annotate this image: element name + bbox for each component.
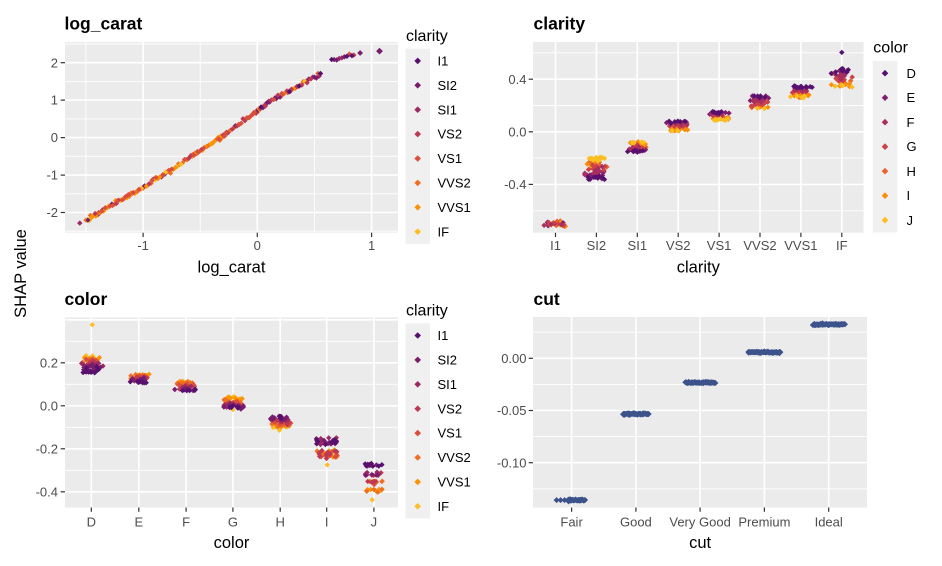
svg-text:2: 2 [51,55,58,70]
svg-text:D: D [907,66,916,81]
svg-text:color: color [214,534,250,552]
svg-text:0.00: 0.00 [501,351,526,366]
svg-text:Very Good: Very Good [669,515,730,530]
svg-text:I1: I1 [438,54,449,69]
svg-text:SI2: SI2 [587,238,607,253]
svg-text:-0.2: -0.2 [36,441,58,456]
svg-text:F: F [907,115,915,130]
svg-text:clarity: clarity [406,303,448,320]
svg-text:VS1: VS1 [438,151,463,166]
svg-text:F: F [182,515,190,530]
svg-text:0.4: 0.4 [508,72,526,87]
svg-text:cut: cut [534,289,560,309]
svg-text:IF: IF [836,238,848,253]
svg-text:clarity: clarity [534,14,586,34]
svg-text:0.0: 0.0 [508,124,526,139]
svg-text:E: E [907,90,916,105]
svg-text:-0.4: -0.4 [36,484,58,499]
svg-text:VVS2: VVS2 [438,450,471,465]
svg-text:I1: I1 [550,238,561,253]
svg-text:VVS1: VVS1 [438,475,471,490]
svg-text:VVS2: VVS2 [743,238,776,253]
svg-text:SI1: SI1 [438,377,458,392]
svg-text:color: color [873,39,908,56]
svg-text:-1: -1 [137,238,149,253]
svg-text:clarity: clarity [406,28,448,45]
svg-text:-1: -1 [46,168,58,183]
svg-text:-0.10: -0.10 [497,455,527,470]
svg-text:VS2: VS2 [438,127,463,142]
svg-text:0.2: 0.2 [40,355,58,370]
svg-text:Fair: Fair [560,515,583,530]
svg-text:1: 1 [368,238,375,253]
svg-text:I1: I1 [438,328,449,343]
svg-text:H: H [907,164,916,179]
svg-text:J: J [371,515,378,530]
svg-text:0: 0 [51,130,58,145]
svg-text:0: 0 [254,238,261,253]
svg-text:color: color [65,289,108,309]
svg-text:0.0: 0.0 [40,398,58,413]
svg-text:-0.05: -0.05 [497,403,527,418]
svg-text:VS2: VS2 [438,401,463,416]
svg-text:cut: cut [689,534,711,552]
svg-text:I: I [325,515,329,530]
svg-text:-2: -2 [46,205,58,220]
svg-text:clarity: clarity [677,259,721,277]
svg-text:D: D [87,515,96,530]
svg-text:log_carat: log_carat [198,259,266,277]
svg-text:Ideal: Ideal [815,515,843,530]
svg-text:SHAP value: SHAP value [12,229,30,318]
svg-text:IF: IF [438,224,450,239]
svg-text:I: I [907,188,911,203]
svg-text:H: H [276,515,285,530]
svg-text:SI2: SI2 [438,78,458,93]
svg-text:VVS1: VVS1 [784,238,817,253]
svg-text:VS2: VS2 [666,238,691,253]
svg-text:E: E [134,515,143,530]
svg-text:VVS1: VVS1 [438,200,471,215]
svg-text:IF: IF [438,499,450,514]
svg-text:SI1: SI1 [438,102,458,117]
svg-text:SI1: SI1 [628,238,648,253]
svg-text:J: J [907,213,914,228]
svg-text:1: 1 [51,93,58,108]
svg-text:log_carat: log_carat [65,14,143,34]
svg-text:VS1: VS1 [438,426,463,441]
svg-text:SI2: SI2 [438,353,458,368]
svg-text:-0.4: -0.4 [504,177,526,192]
svg-text:G: G [907,139,917,154]
svg-text:VVS2: VVS2 [438,176,471,191]
svg-text:Good: Good [620,515,652,530]
svg-text:Premium: Premium [738,515,790,530]
svg-text:VS1: VS1 [707,238,732,253]
svg-text:G: G [228,515,238,530]
